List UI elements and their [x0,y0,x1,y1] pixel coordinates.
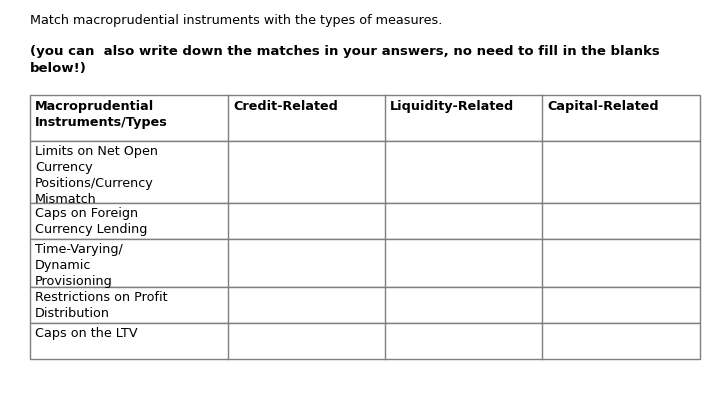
Bar [30,239,700,287]
Text: Limits on Net Open
Currency
Positions/Currency
Mismatch: Limits on Net Open Currency Positions/Cu… [35,145,158,206]
Text: Caps on Foreign
Currency Lending: Caps on Foreign Currency Lending [35,207,147,236]
Text: Time-Varying/
Dynamic
Provisioning: Time-Varying/ Dynamic Provisioning [35,243,123,288]
Text: Restrictions on Profit
Distribution: Restrictions on Profit Distribution [35,291,167,320]
Text: Credit-Related: Credit-Related [233,100,338,113]
Text: (you can  also write down the matches in your answers, no need to fill in the bl: (you can also write down the matches in … [30,45,660,75]
Text: Match macroprudential instruments with the types of measures.: Match macroprudential instruments with t… [30,14,442,27]
Bar [30,323,700,359]
Bar [30,287,700,323]
Text: Capital-Related: Capital-Related [547,100,658,113]
Text: Caps on the LTV: Caps on the LTV [35,327,138,340]
Text: Liquidity-Related: Liquidity-Related [390,100,514,113]
Text: Macroprudential
Instruments/Types: Macroprudential Instruments/Types [35,100,168,129]
Bar [30,95,700,141]
Bar [30,141,700,203]
Bar [30,203,700,239]
